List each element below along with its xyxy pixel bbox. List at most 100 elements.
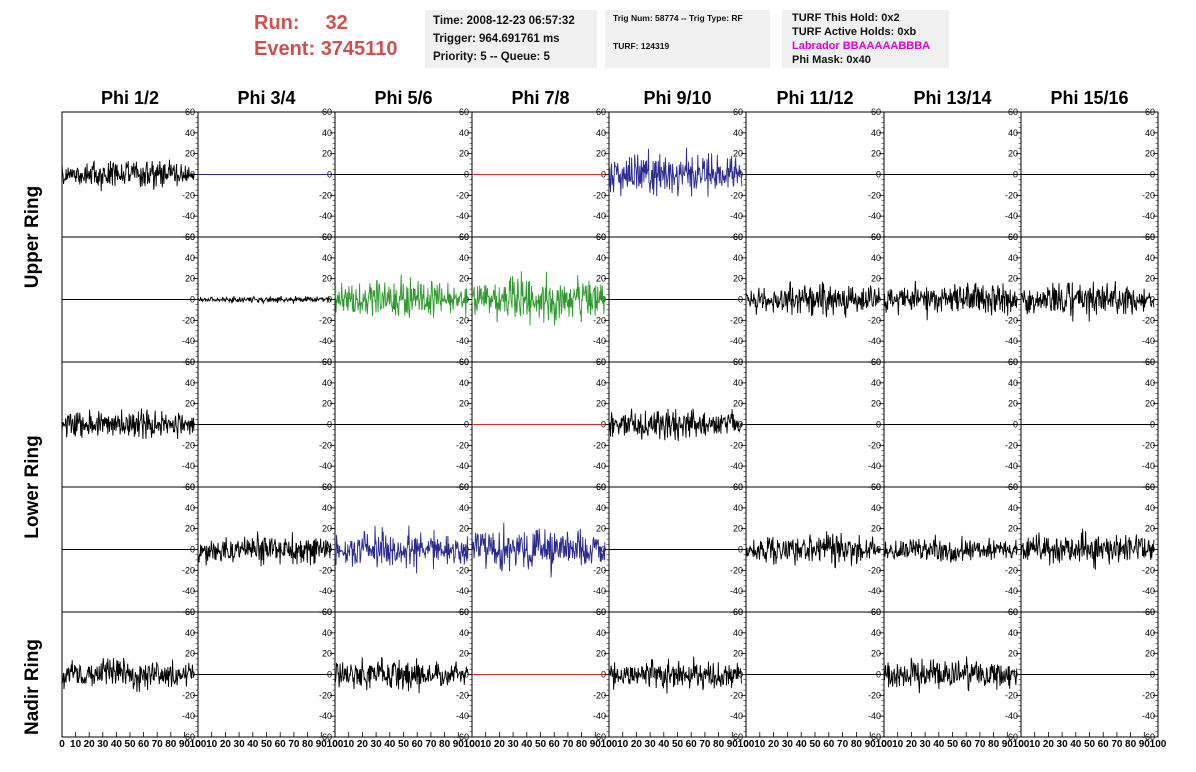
x-tick-label: 50 xyxy=(261,739,273,750)
y-tick-label: 40 xyxy=(322,628,332,638)
waveform-trace xyxy=(608,656,743,694)
y-tick-label: 60 xyxy=(871,607,881,617)
y-tick-label: -20 xyxy=(730,690,743,700)
x-tick-label: 50 xyxy=(535,739,547,750)
x-tick-label: 60 xyxy=(138,739,150,750)
y-tick-label: 60 xyxy=(596,232,606,242)
y-tick-label: 60 xyxy=(1008,232,1018,242)
y-tick-label: -20 xyxy=(1005,565,1018,575)
x-tick-label: 0 xyxy=(1018,739,1024,750)
y-tick-label: 20 xyxy=(1008,274,1018,284)
y-tick-label: 20 xyxy=(733,649,743,659)
y-tick-label: 40 xyxy=(596,128,606,138)
y-tick-label: -40 xyxy=(456,336,469,346)
x-tick-label: 10 xyxy=(206,739,218,750)
waveform-trace xyxy=(334,656,469,694)
x-tick-label: 10 xyxy=(892,739,904,750)
x-tick-label: 20 xyxy=(906,739,918,750)
y-tick-label: 60 xyxy=(459,607,469,617)
y-tick-label: 20 xyxy=(871,649,881,659)
turf-text: TURF: 124319 xyxy=(613,41,670,51)
y-tick-label: -20 xyxy=(1005,440,1018,450)
y-tick-label: 20 xyxy=(871,399,881,409)
y-tick-label: -40 xyxy=(456,211,469,221)
labrador-text: Labrador BBAAAAABBBA xyxy=(792,40,931,52)
x-tick-label: 30 xyxy=(645,739,657,750)
y-tick-label: 20 xyxy=(1145,524,1155,534)
y-tick-label: 60 xyxy=(1145,232,1155,242)
x-tick-label: 90 xyxy=(727,739,739,750)
y-tick-label: 40 xyxy=(596,628,606,638)
x-tick-label: 50 xyxy=(809,739,821,750)
waveform-trace xyxy=(471,271,606,326)
y-tick-label: -20 xyxy=(182,190,195,200)
y-tick-label: -20 xyxy=(1005,190,1018,200)
y-tick-label: 60 xyxy=(596,107,606,117)
x-tick-label: 30 xyxy=(1057,739,1069,750)
x-tick-label: 40 xyxy=(384,739,396,750)
x-tick-label: 90 xyxy=(1002,739,1014,750)
y-tick-label: -40 xyxy=(868,336,881,346)
y-tick-label: -40 xyxy=(868,211,881,221)
y-tick-label: 60 xyxy=(1145,607,1155,617)
x-tick-label: 50 xyxy=(1084,739,1096,750)
x-tick-label: 10 xyxy=(480,739,492,750)
x-tick-label: 20 xyxy=(768,739,780,750)
x-tick-label: 50 xyxy=(398,739,410,750)
y-tick-label: -20 xyxy=(456,315,469,325)
y-tick-label: -40 xyxy=(1142,586,1155,596)
y-tick-label: -20 xyxy=(1142,315,1155,325)
ring-label-1: Upper Ring xyxy=(22,186,43,288)
x-tick-label: 60 xyxy=(823,739,835,750)
x-tick-label: 40 xyxy=(247,739,259,750)
y-tick-label: 20 xyxy=(185,149,195,159)
y-tick-label: 20 xyxy=(871,149,881,159)
y-tick-label: 20 xyxy=(596,149,606,159)
y-tick-label: 20 xyxy=(322,649,332,659)
x-tick-label: 40 xyxy=(658,739,670,750)
y-tick-label: 40 xyxy=(1008,378,1018,388)
y-tick-label: -20 xyxy=(319,565,332,575)
x-tick-label: 70 xyxy=(699,739,711,750)
x-tick-label: 100 xyxy=(464,739,481,750)
y-tick-label: -40 xyxy=(1005,711,1018,721)
y-tick-label: -40 xyxy=(868,461,881,471)
column-header-8: Phi 15/16 xyxy=(1050,88,1128,108)
waveform-trace xyxy=(61,657,195,692)
y-tick-label: 20 xyxy=(322,399,332,409)
x-tick-label: 50 xyxy=(947,739,959,750)
trigger-info-box: Trig Num: 58774 -- Trig Type: RF TURF: 1… xyxy=(605,10,770,68)
y-tick-label: -20 xyxy=(593,440,606,450)
y-tick-label: 60 xyxy=(185,107,195,117)
y-tick-label: 60 xyxy=(322,357,332,367)
y-tick-label: 40 xyxy=(185,503,195,513)
x-tick-label: 10 xyxy=(343,739,355,750)
y-tick-label: 20 xyxy=(1008,149,1018,159)
y-tick-label: 60 xyxy=(871,357,881,367)
column-header-6: Phi 11/12 xyxy=(776,88,853,108)
x-tick-label: 100 xyxy=(738,739,755,750)
y-tick-label: -20 xyxy=(593,315,606,325)
x-tick-label: 70 xyxy=(562,739,574,750)
y-tick-label: -20 xyxy=(1142,565,1155,575)
y-tick-label: -20 xyxy=(1005,690,1018,700)
turf-this-hold-text: TURF This Hold: 0x2 xyxy=(792,12,900,24)
y-tick-label: -40 xyxy=(319,211,332,221)
y-tick-label: 60 xyxy=(871,232,881,242)
y-tick-label: -40 xyxy=(319,586,332,596)
y-tick-label: 60 xyxy=(185,607,195,617)
y-tick-label: -40 xyxy=(1005,586,1018,596)
